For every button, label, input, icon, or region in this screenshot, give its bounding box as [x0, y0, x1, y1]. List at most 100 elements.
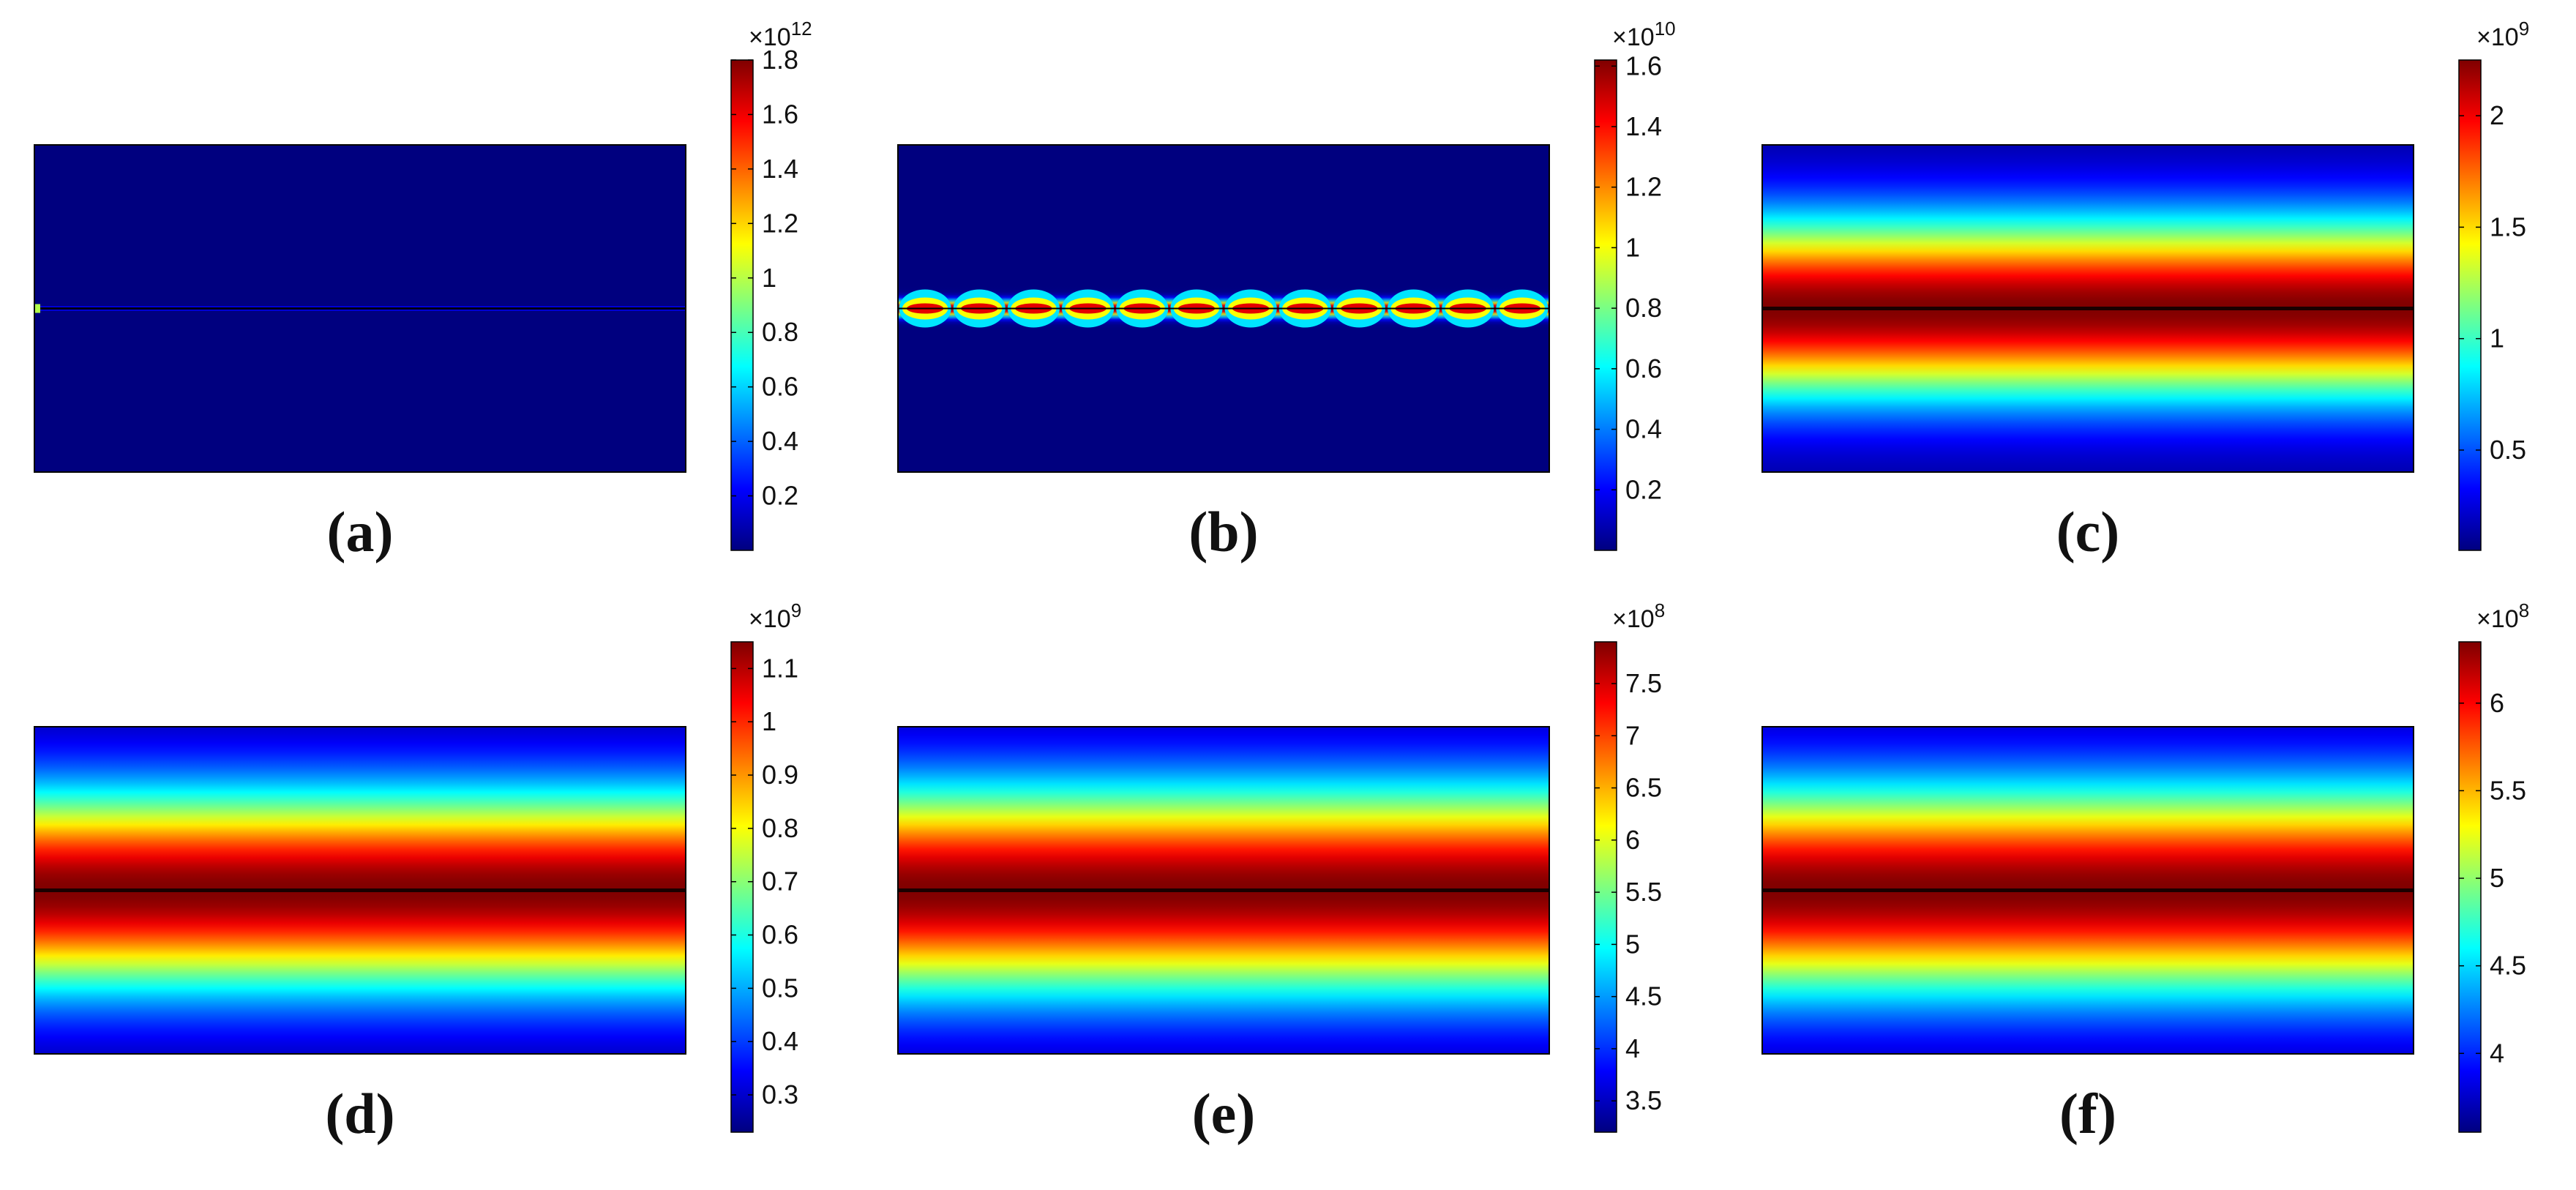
colorbar-tick-label: 4.5	[1625, 981, 1662, 1011]
colorbar-tick-label: 1	[1625, 232, 1640, 262]
colorbar-tick-label: 1	[762, 263, 776, 293]
colorbar-tick-label: 1	[2490, 323, 2504, 353]
plot-frame	[897, 726, 1550, 1055]
panel-f: 4 4.5 5 5.5 6 ×108 (f)	[1761, 599, 2529, 1145]
panel-label: (a)	[327, 500, 394, 564]
heatmap-plot	[34, 726, 686, 1055]
exponent-base: ×10	[749, 23, 791, 51]
plot-frame	[1761, 726, 2414, 1055]
panel-e: 3.5 4 4.5 5 5.5 6 6.5 7 7.5 ×108 (e)	[897, 599, 1665, 1145]
plot-frame	[1761, 144, 2414, 473]
colorbar-tick-label: 4	[2490, 1038, 2504, 1068]
colorbar-gradient	[1594, 641, 1617, 1133]
exponent-base: ×10	[2476, 605, 2519, 633]
colorbar: 0.5 1 1.5 2 ×109	[2458, 18, 2529, 551]
colorbar: 3.5 4 4.5 5 5.5 6 6.5 7 7.5 ×108	[1594, 599, 1665, 1133]
colorbar-gradient	[1594, 59, 1617, 551]
exponent-power: 12	[791, 18, 812, 40]
colorbar-exponent: ×108	[1612, 599, 1665, 633]
panel-c: 0.5 1 1.5 2 ×109 (c)	[1761, 18, 2529, 564]
panel-label: (b)	[1188, 500, 1258, 564]
heatmap-plot	[1761, 726, 2414, 1055]
colorbar-tick-label: 6.5	[1625, 773, 1662, 803]
exponent-power: 10	[1655, 18, 1676, 40]
exponent-power: 9	[791, 599, 801, 621]
colorbar-tick-label: 7	[1625, 720, 1640, 750]
colorbar-tick-label: 0.6	[1625, 353, 1662, 383]
panel-a: 0.2 0.4 0.6 0.8 1 1.2 1.4 1.6 1.8×1012 (a)	[34, 18, 812, 564]
exponent-base: ×10	[749, 605, 791, 633]
heatmap-plot	[34, 144, 686, 473]
field-edge-spot	[34, 304, 40, 313]
colorbar-tick-label: 0.9	[762, 760, 798, 790]
colorbar-tick-label: 5	[2490, 863, 2504, 893]
colorbar-tick-label: 0.4	[762, 1026, 798, 1056]
exponent-base: ×10	[2476, 23, 2519, 51]
colorbar-gradient	[730, 59, 754, 551]
colorbar: 0.3 0.4 0.5 0.6 0.7 0.8 0.9 1 1.1 ×109	[730, 599, 801, 1133]
colorbar-tick-label: 1.5	[2490, 212, 2526, 242]
colorbar-tick-label: 2	[2490, 100, 2504, 130]
colorbar: 0.2 0.4 0.6 0.8 1 1.2 1.4 1.6×1010	[1594, 18, 1676, 551]
colorbar-tick-label: 0.6	[762, 372, 798, 402]
exponent-power: 9	[2519, 18, 2529, 40]
colorbar-tick-label: 0.8	[762, 813, 798, 843]
plot-frame	[897, 144, 1550, 473]
colorbar: 4 4.5 5 5.5 6 ×108	[2458, 599, 2529, 1133]
colorbar-tick-label: 0.2	[1625, 474, 1662, 504]
colorbar-tick-label: 1.4	[1625, 111, 1662, 141]
colorbar-tick-label: 0.2	[762, 481, 798, 511]
colorbar-tick-label: 5.5	[2490, 775, 2526, 805]
colorbar-exponent: ×109	[2476, 18, 2529, 51]
colorbar-tick-label: 0.8	[762, 317, 798, 347]
panel-label: (f)	[2059, 1082, 2116, 1145]
colorbar-tick-label: 1.2	[1625, 172, 1662, 202]
exponent-power: 8	[2519, 599, 2529, 621]
colorbar-tick-label: 3.5	[1625, 1085, 1662, 1115]
colorbar-exponent: ×108	[2476, 599, 2529, 633]
colorbar-tick-label: 0.3	[762, 1079, 798, 1109]
heatmap-plot	[1761, 144, 2414, 473]
colorbar-tick-label: 0.4	[762, 426, 798, 456]
colorbar-tick-label: 1.4	[762, 154, 798, 184]
colorbar-tick-label: 7.5	[1625, 668, 1662, 698]
colorbar-exponent: ×109	[749, 599, 801, 633]
colorbar-tick-label: 1.6	[1625, 50, 1662, 81]
colorbar-tick-label: 0.4	[1625, 414, 1662, 444]
colorbar: 0.2 0.4 0.6 0.8 1 1.2 1.4 1.6 1.8×1012	[730, 18, 812, 551]
colorbar-tick-label: 1.2	[762, 208, 798, 238]
colorbar-tick-label: 4	[1625, 1033, 1640, 1063]
colorbar-tick-label: 5.5	[1625, 877, 1662, 907]
plot-frame	[34, 144, 686, 473]
colorbar-tick-label: 0.5	[2490, 435, 2526, 465]
panels: 0.20.40.60.811.21.41.61.8×1012(a)0.20.40…	[34, 18, 2529, 1145]
colorbar-tick-label: 5	[1625, 929, 1640, 959]
colorbar-tick-label: 0.6	[762, 920, 798, 950]
colorbar-gradient	[2458, 59, 2482, 551]
colorbar-tick-label: 0.8	[1625, 293, 1662, 323]
plot-frame	[34, 726, 686, 1055]
colorbar-tick-label: 1	[762, 706, 776, 736]
colorbar-tick-label: 1.6	[762, 99, 798, 129]
panel-label: (c)	[2056, 500, 2120, 564]
panel-label: (d)	[325, 1082, 394, 1145]
colorbar-tick-label: 4.5	[2490, 951, 2526, 981]
panel-label: (e)	[1192, 1082, 1256, 1145]
heatmap-plot	[897, 726, 1550, 1055]
exponent-base: ×10	[1612, 605, 1655, 633]
colorbar-tick-label: 0.5	[762, 973, 798, 1003]
colorbar-exponent: ×1012	[749, 18, 812, 51]
colorbar-gradient	[730, 641, 754, 1133]
exponent-base: ×10	[1612, 23, 1655, 51]
colorbar-tick-label: 0.7	[762, 867, 798, 897]
colorbar-tick-label: 6	[1625, 825, 1640, 855]
panel-d: 0.3 0.4 0.5 0.6 0.7 0.8 0.9 1 1.1 ×109 (d)	[34, 599, 801, 1145]
exponent-power: 8	[1655, 599, 1665, 621]
colorbar-tick-label: 6	[2490, 688, 2504, 718]
panel-b: 0.2 0.4 0.6 0.8 1 1.2 1.4 1.6×1010 (b)	[897, 18, 1676, 564]
colorbar-gradient	[2458, 641, 2482, 1133]
heatmap-plot	[897, 144, 1550, 473]
colorbar-tick-label: 1.1	[762, 653, 798, 683]
colorbar-exponent: ×1010	[1612, 18, 1676, 51]
